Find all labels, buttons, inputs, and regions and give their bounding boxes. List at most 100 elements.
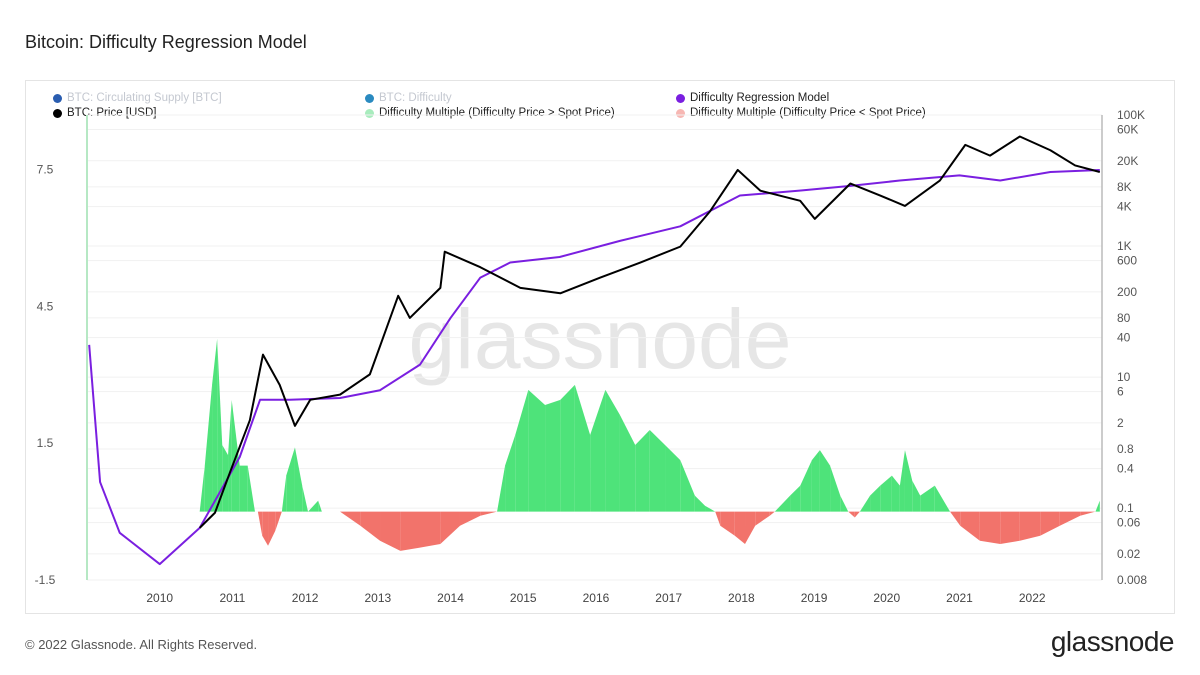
right-tick-label: 1K [1117, 239, 1132, 253]
legend-item-regression-model[interactable]: Difficulty Regression Model [676, 92, 829, 104]
multiple-below-area [440, 511, 460, 544]
multiple-above-area [920, 485, 935, 512]
copyright: © 2022 Glassnode. All Rights Reserved. [25, 637, 258, 652]
multiple-below-area [715, 511, 721, 526]
x-tick-label: 2014 [437, 591, 464, 605]
glassnode-logo: glassnode [1050, 626, 1175, 657]
right-tick-label: 80 [1117, 311, 1131, 325]
multiple-above-area [222, 445, 229, 512]
right-tick-label: 600 [1117, 254, 1137, 268]
multiple-below-area [950, 511, 961, 526]
multiple-below-area [979, 511, 1001, 544]
multiple-above-area [199, 465, 205, 512]
x-tick-label: 2021 [946, 591, 973, 605]
multiple-above-area [228, 399, 232, 512]
multiple-below-area [459, 511, 481, 526]
legend-item-circulating-supply[interactable]: BTC: Circulating Supply [BTC] [53, 92, 222, 104]
multiple-below-area [420, 511, 441, 548]
right-tick-label: 4K [1117, 200, 1132, 214]
btc-price-line [198, 135, 1101, 529]
chart-frame [25, 80, 1175, 614]
multiple-above-area [880, 475, 892, 512]
multiple-above-area [590, 389, 606, 512]
right-tick-label: 40 [1117, 331, 1131, 345]
multiple-above-area [545, 399, 561, 512]
legend-item-multiple-below[interactable]: Difficulty Multiple (Difficulty Price < … [676, 107, 926, 119]
multiple-below-area [960, 511, 980, 541]
multiple-above-area [204, 384, 213, 512]
legend-item-multiple-above[interactable]: Difficulty Multiple (Difficulty Price > … [365, 107, 615, 119]
multiple-above-area [635, 430, 650, 512]
multiple-below-area [1000, 511, 1020, 544]
multiple-above-area [665, 445, 681, 512]
x-tick-label: 2022 [1019, 591, 1046, 605]
right-tick-label: 2 [1117, 416, 1124, 430]
multiple-below-area [262, 511, 269, 546]
multiple-above-area [247, 465, 255, 512]
legend-label: Difficulty Multiple (Difficulty Price < … [690, 107, 926, 119]
multiple-above-area [605, 389, 620, 512]
multiple-above-area [934, 485, 951, 512]
multiple-above-area [819, 450, 831, 512]
legend-dot [365, 93, 374, 103]
legend-dot [676, 93, 685, 103]
right-tick-label: 0.1 [1117, 501, 1134, 515]
multiple-above-area [649, 430, 666, 512]
x-tick-label: 2019 [801, 591, 828, 605]
multiple-below-area [360, 511, 381, 541]
multiple-below-area [1040, 511, 1060, 536]
right-tick-label: 0.02 [1117, 547, 1141, 561]
multiple-above-area [574, 384, 591, 512]
multiple-below-area [769, 511, 775, 516]
multiple-below-area [720, 511, 735, 536]
multiple-above-area [281, 475, 287, 512]
multiple-above-area [497, 465, 506, 512]
multiple-above-area [619, 414, 636, 512]
right-tick-label: 20K [1117, 154, 1138, 168]
right-tick-label: 6 [1117, 385, 1124, 399]
multiple-above-area [912, 480, 921, 512]
multiple-above-area [286, 447, 295, 512]
multiple-above-area [217, 338, 223, 512]
right-tick-label: 0.06 [1117, 516, 1141, 530]
multiple-above-area [560, 384, 575, 512]
legend-item-price[interactable]: BTC: Price [USD] [53, 107, 156, 119]
multiple-below-area [1080, 511, 1096, 516]
legend-dot [676, 108, 685, 118]
multiple-above-area [800, 460, 812, 512]
multiple-above-area [294, 447, 303, 512]
multiple-above-area [528, 389, 546, 512]
x-tick-label: 2011 [220, 591, 246, 605]
multiple-below-area [848, 511, 855, 518]
left-tick-label: 7.5 [37, 163, 54, 177]
multiple-above-area [318, 500, 322, 512]
left-tick-label: 4.5 [37, 299, 54, 313]
legend-label: BTC: Circulating Supply [BTC] [67, 92, 222, 104]
multiple-above-area [212, 338, 218, 512]
multiple-below-area [275, 511, 282, 531]
multiple-above-area [774, 495, 791, 512]
multiple-above-area [891, 475, 900, 512]
multiple-above-area [859, 495, 871, 512]
left-tick-label: -1.5 [35, 573, 56, 587]
multiple-below-area [1019, 511, 1041, 541]
multiple-below-area [268, 511, 276, 546]
watermark: glassnode [409, 292, 792, 386]
page-title: Bitcoin: Difficulty Regression Model [25, 32, 307, 52]
multiple-above-area [705, 505, 716, 512]
multiple-above-area [870, 485, 881, 512]
right-tick-label: 0.4 [1117, 462, 1134, 476]
x-tick-label: 2017 [655, 591, 682, 605]
multiple-below-area [480, 511, 498, 516]
x-tick-label: 2012 [292, 591, 319, 605]
multiple-above-area [1095, 500, 1100, 512]
legend-item-difficulty[interactable]: BTC: Difficulty [365, 92, 452, 104]
x-tick-label: 2015 [510, 591, 537, 605]
x-tick-label: 2016 [583, 591, 610, 605]
multiple-above-area [680, 460, 695, 512]
multiple-above-area [840, 495, 849, 512]
multiple-below-area [1059, 511, 1081, 526]
multiple-above-area [790, 485, 801, 512]
multiple-above-area [811, 450, 820, 512]
multiple-above-area [899, 450, 905, 512]
